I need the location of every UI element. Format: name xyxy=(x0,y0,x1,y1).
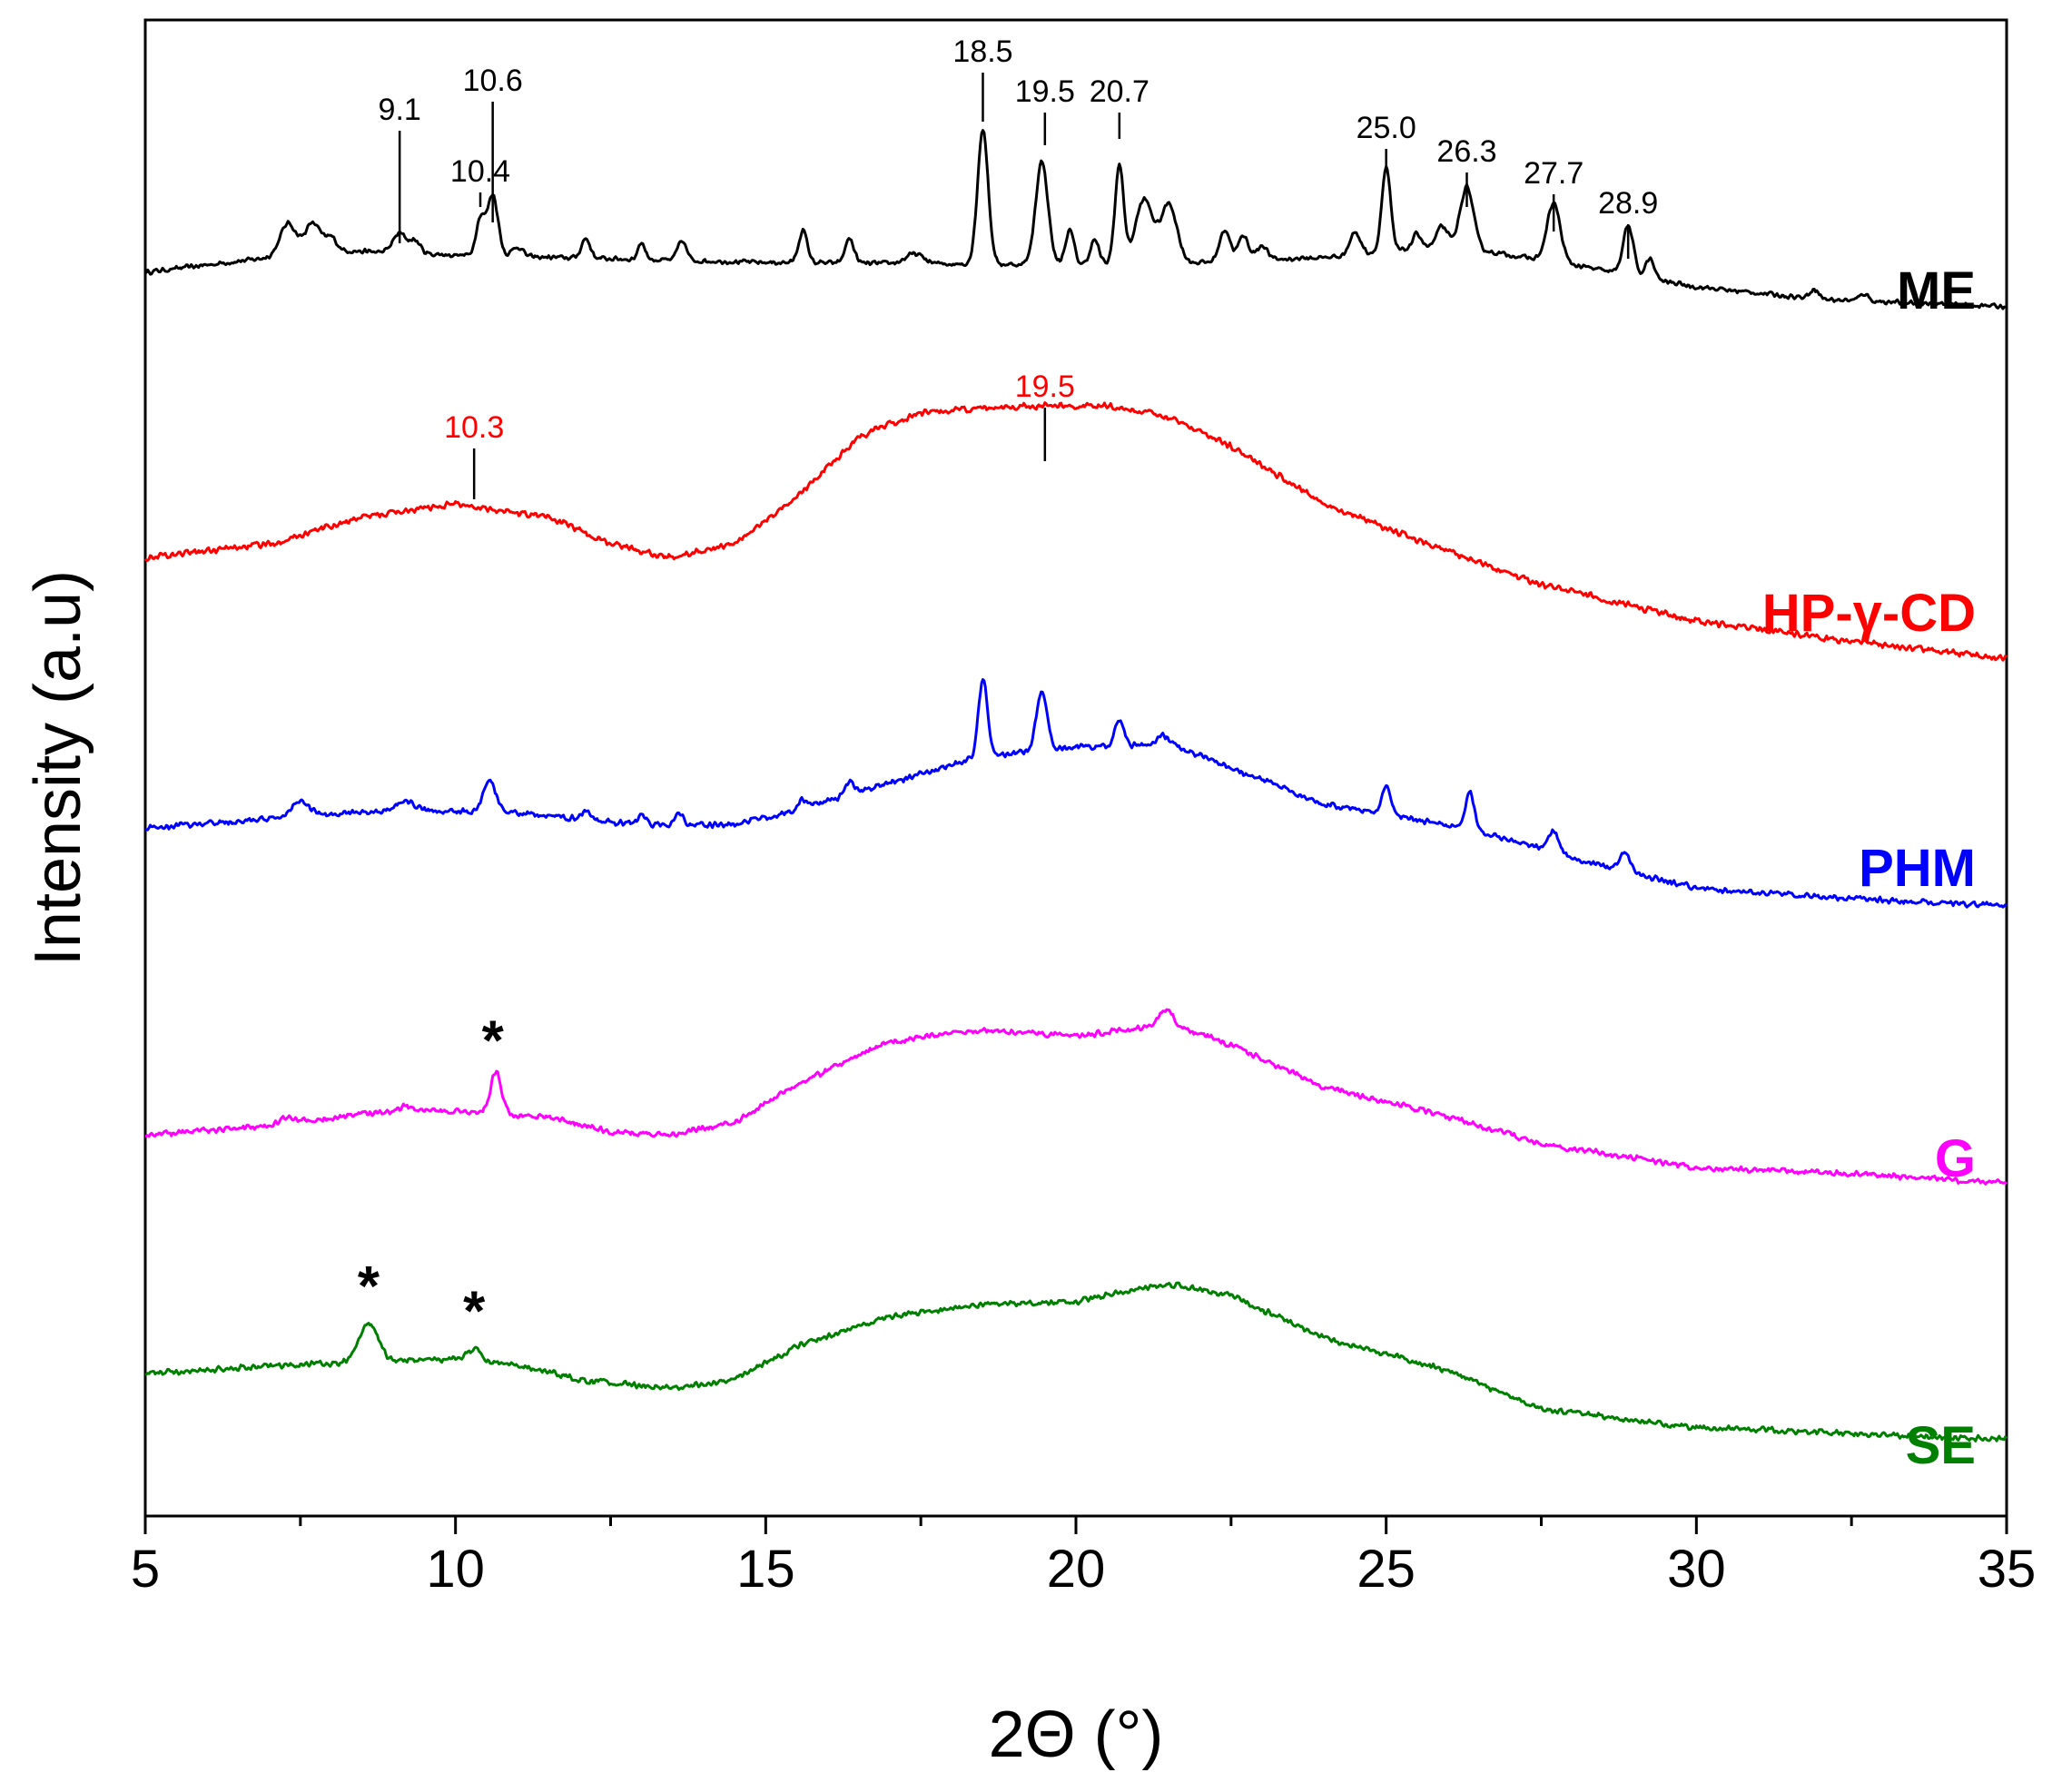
series-label: G xyxy=(1935,1129,1976,1188)
series-label: SE xyxy=(1906,1416,1976,1475)
series-G-line xyxy=(144,1008,2008,1186)
peak-label: 28.9 xyxy=(1598,186,1658,221)
peak-label: 18.5 xyxy=(952,34,1012,69)
series-HP-γ-CD-line xyxy=(143,401,2008,662)
series-ME-line xyxy=(144,129,2008,310)
x-tick-label: 5 xyxy=(131,1540,160,1599)
peak-marker-star: * xyxy=(482,1009,505,1072)
series-layer: ME HP-γ-CD PHM G SE xyxy=(143,129,2008,1475)
peak-label: 25.0 xyxy=(1357,111,1416,145)
x-axis-title: 2Θ (°) xyxy=(989,1698,1164,1771)
y-axis-title: Intensity (a.u) xyxy=(22,570,94,966)
series-label: PHM xyxy=(1859,839,1976,898)
peak-label: 19.5 xyxy=(1015,369,1075,404)
peak-label: 10.4 xyxy=(450,154,510,189)
x-tick-label: 10 xyxy=(426,1540,485,1599)
peak-label: 26.3 xyxy=(1436,134,1496,169)
peak-label: 9.1 xyxy=(379,93,421,127)
x-axis-tick-labels: 5 10 15 20 25 30 35 xyxy=(131,1540,2036,1599)
x-tick-label: 20 xyxy=(1047,1540,1106,1599)
series-label: ME xyxy=(1897,261,1976,320)
peak-label: 10.3 xyxy=(444,410,504,445)
peak-marker-star: * xyxy=(358,1255,380,1318)
series-label: HP-γ-CD xyxy=(1762,584,1976,643)
peak-label: 20.7 xyxy=(1090,74,1149,109)
peak-marker-star: * xyxy=(463,1280,486,1343)
x-axis-ticks xyxy=(143,1516,2008,1534)
peak-label: 19.5 xyxy=(1015,74,1075,109)
x-tick-label: 15 xyxy=(736,1540,795,1599)
annotation-layer: 9.110.410.618.519.5 20.725.026.327.728.91… xyxy=(358,34,1658,1343)
x-tick-label: 35 xyxy=(1978,1540,2037,1599)
peak-label: 27.7 xyxy=(1524,156,1583,191)
peak-label: 10.6 xyxy=(463,64,523,98)
series-PHM-line xyxy=(144,678,2008,909)
x-tick-label: 25 xyxy=(1357,1540,1416,1599)
series-SE-line xyxy=(144,1281,2008,1442)
x-tick-label: 30 xyxy=(1667,1540,1726,1599)
